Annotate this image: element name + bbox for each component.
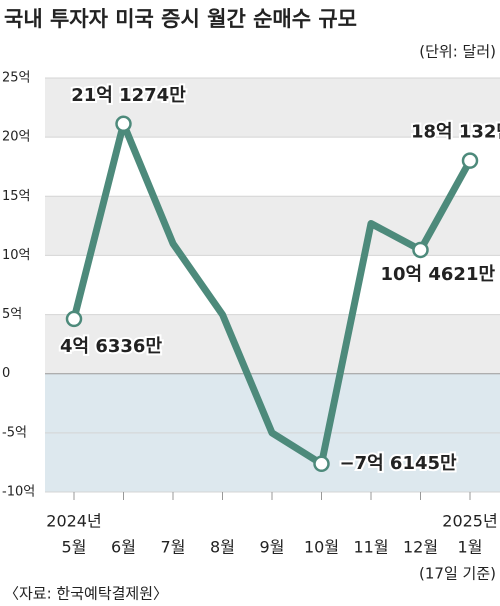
x-tick-label: 9월 [260, 538, 285, 557]
chart-title: 국내 투자자 미국 증시 월간 순매수 규모 [4, 7, 357, 31]
x-tick-label: 6월 [111, 538, 136, 557]
band [45, 432, 500, 492]
y-tick-label: -10억 [2, 485, 35, 500]
data-label: −7억 6145만 [340, 453, 458, 474]
y-tick-label: 5억 [2, 307, 22, 322]
y-tick-label: -5억 [2, 425, 27, 440]
data-label: 18억 132만 [411, 122, 500, 143]
x-tick-label: 10월 [304, 538, 339, 557]
data-label: 4억 6336만 [60, 336, 162, 357]
note: (17일 기준) [419, 565, 496, 583]
x-tick-label: 1월 [458, 538, 483, 557]
x-tick-label: 11월 [353, 538, 388, 557]
year-label: 2024년 [46, 512, 101, 531]
y-tick-label: 25억 [2, 71, 31, 86]
x-tick-label: 8월 [210, 538, 235, 557]
point-marker [115, 115, 132, 133]
x-tick-label: 7월 [161, 538, 186, 557]
band [45, 373, 500, 433]
point-marker [65, 310, 83, 328]
y-tick-label: 15억 [2, 189, 31, 204]
y-tick-label: 10억 [2, 248, 31, 263]
subtitle: (단위: 달러) [419, 43, 496, 61]
line [70, 120, 474, 468]
band [45, 314, 500, 374]
data-label: 21억 1274만 [71, 85, 186, 106]
year-label: 2025년 [442, 512, 497, 531]
source: 〈자료: 한국예탁결제원〉 [4, 585, 168, 603]
y-tick-label: 20억 [2, 130, 31, 145]
point-marker [461, 152, 479, 169]
x-tick-label: 12월 [403, 538, 438, 557]
point-marker [412, 241, 429, 259]
point-marker [313, 455, 330, 473]
y-tick-label: 0 [2, 366, 10, 381]
x-tick-label: 5월 [62, 538, 87, 557]
data-label: 10억 4621만 [381, 264, 496, 285]
